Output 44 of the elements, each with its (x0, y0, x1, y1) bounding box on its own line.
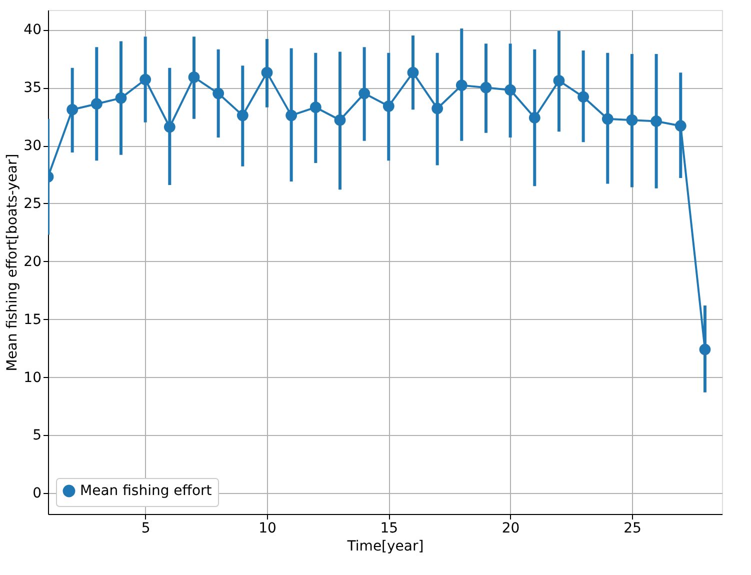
y-tick-label: 35 (24, 80, 42, 96)
x-tick-label: 20 (502, 520, 520, 536)
point (310, 102, 322, 114)
x-tick-label: 10 (258, 520, 276, 536)
legend-label: Mean fishing effort (80, 483, 212, 499)
y-axis-title: Mean fishing effort[boats-year] (4, 154, 21, 372)
point (578, 91, 590, 103)
point (456, 80, 468, 91)
point (188, 72, 200, 83)
point (480, 82, 492, 94)
point (382, 100, 394, 112)
x-tick-label: 25 (624, 520, 642, 536)
point (528, 112, 540, 124)
point (115, 92, 127, 104)
point (286, 110, 298, 122)
point (261, 66, 273, 78)
y-tick-label: 30 (24, 138, 42, 154)
point (236, 110, 248, 122)
point (407, 66, 419, 78)
x-axis-title: Time[year] (346, 538, 424, 554)
y-tick-label: 0 (32, 486, 42, 502)
point (358, 88, 370, 100)
point (626, 114, 638, 126)
point (432, 102, 444, 114)
point (602, 113, 614, 125)
y-tick-label: 10 (24, 370, 42, 386)
point (553, 74, 565, 86)
y-tick-label: 15 (24, 312, 42, 328)
point (164, 121, 176, 133)
point (504, 84, 516, 96)
y-tick-label: 25 (24, 196, 42, 212)
y-tick-label: 5 (32, 428, 42, 444)
point (334, 114, 346, 126)
point (699, 344, 711, 356)
point (140, 74, 152, 86)
point (650, 116, 662, 127)
y-tick-label: 40 (24, 22, 42, 38)
x-tick-label: 15 (380, 520, 398, 536)
x-tick-label: 5 (141, 520, 150, 536)
point (212, 88, 224, 100)
point (90, 98, 102, 110)
point (66, 104, 78, 116)
y-tick-label: 20 (24, 254, 42, 270)
point (674, 120, 686, 132)
